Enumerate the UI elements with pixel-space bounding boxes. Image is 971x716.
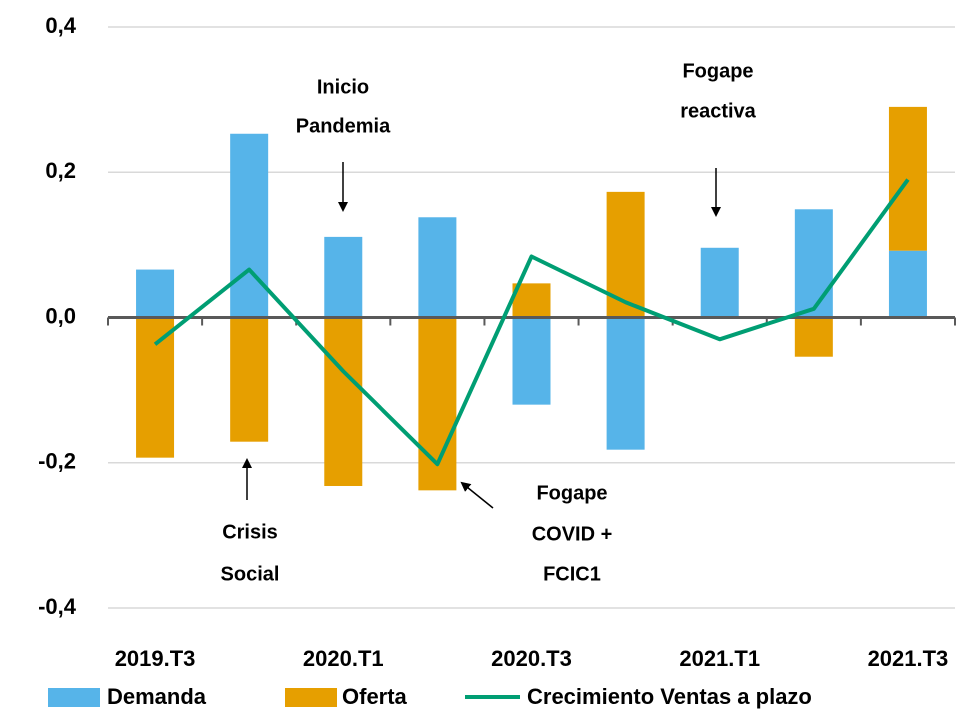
x-tick-label: 2021.T3 — [868, 646, 949, 671]
plot-area: -0,4 -0,2 0,0 0,2 0,4 2019.T3 2020.T1 2020.T3 20… — [38, 13, 956, 671]
legend: Demanda Oferta Crecimiento Ventas a plazo — [48, 684, 812, 709]
annotation-text: Social — [221, 563, 280, 585]
legend-label: Oferta — [342, 684, 408, 709]
legend-label: Demanda — [107, 684, 207, 709]
bar — [606, 317, 645, 450]
bar — [794, 317, 833, 357]
bar — [888, 106, 927, 251]
annotation-text: Fogape — [682, 60, 753, 82]
annotation-arrow — [460, 481, 494, 509]
bar — [418, 217, 457, 318]
annotation-text: Inicio — [317, 76, 369, 98]
annotation-text: FCIC1 — [543, 563, 601, 585]
bar — [324, 236, 363, 318]
legend-label: Crecimiento Ventas a plazo — [527, 684, 812, 709]
bar — [794, 209, 833, 318]
bar — [512, 317, 551, 405]
x-tick-label: 2020.T3 — [491, 646, 572, 671]
x-tick-label: 2020.T1 — [303, 646, 384, 671]
x-tick-label: 2021.T1 — [679, 646, 760, 671]
y-tick-label: -0,2 — [38, 449, 76, 474]
bar — [230, 133, 269, 318]
bar — [606, 191, 645, 318]
annotations: Inicio Pandemia Crisis Social Fogape COV… — [221, 60, 757, 585]
bar — [136, 317, 175, 458]
annotation-text: Crisis — [222, 521, 278, 543]
y-tick-label: -0,4 — [38, 594, 77, 619]
annotation-text: COVID + — [532, 523, 613, 545]
annotation-text: Fogape — [536, 482, 607, 504]
annotation-text: Pandemia — [296, 115, 391, 137]
x-tick-label: 2019.T3 — [115, 646, 196, 671]
bar — [136, 269, 175, 318]
bar — [888, 250, 927, 318]
bar — [324, 317, 363, 486]
y-tick-label: 0,0 — [45, 303, 76, 328]
legend-swatch — [285, 688, 337, 707]
bar — [230, 317, 269, 442]
y-tick-label: 0,4 — [45, 13, 76, 38]
line — [153, 178, 910, 467]
legend-swatch — [48, 688, 100, 707]
bar — [700, 247, 739, 318]
annotation-text: reactiva — [680, 100, 756, 122]
y-tick-label: 0,2 — [45, 158, 76, 183]
